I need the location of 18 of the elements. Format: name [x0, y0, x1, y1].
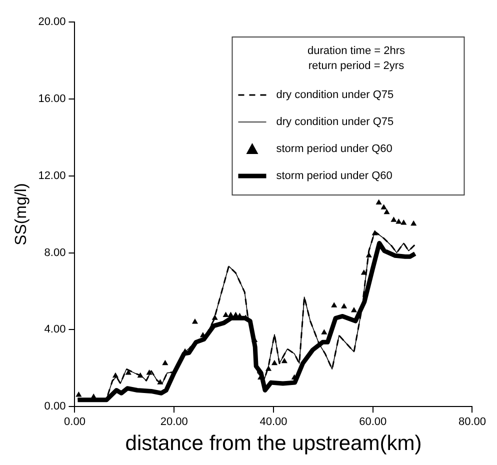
y-tick-label: 20.00 — [38, 16, 66, 28]
y-tick-label: 16.00 — [38, 92, 66, 105]
legend-label: dry condition under Q75 — [276, 89, 394, 102]
legend-label: dry condition under Q75 — [276, 116, 394, 128]
y-tick-label: 0.00 — [44, 400, 66, 413]
x-tick-label: 60.00 — [359, 416, 387, 428]
x-axis-title: distance from the upstream(km) — [125, 432, 422, 456]
y-tick-label: 12.00 — [38, 170, 66, 182]
legend-label: storm period under Q60 — [276, 170, 392, 182]
x-tick-label: 80.00 — [458, 416, 486, 428]
y-axis-title: SS(mg/l) — [13, 183, 30, 246]
y-tick-label: 4.00 — [44, 324, 66, 336]
y-tick-label: 8.00 — [44, 246, 66, 259]
legend-title: duration time = 2hrs return period = 2yrs — [307, 45, 406, 72]
legend-label: storm period under Q60 — [276, 143, 392, 156]
x-tick-label: 0.00 — [64, 416, 86, 428]
x-tick-label: 40.00 — [260, 416, 288, 428]
x-tick-label: 20.00 — [160, 416, 188, 428]
